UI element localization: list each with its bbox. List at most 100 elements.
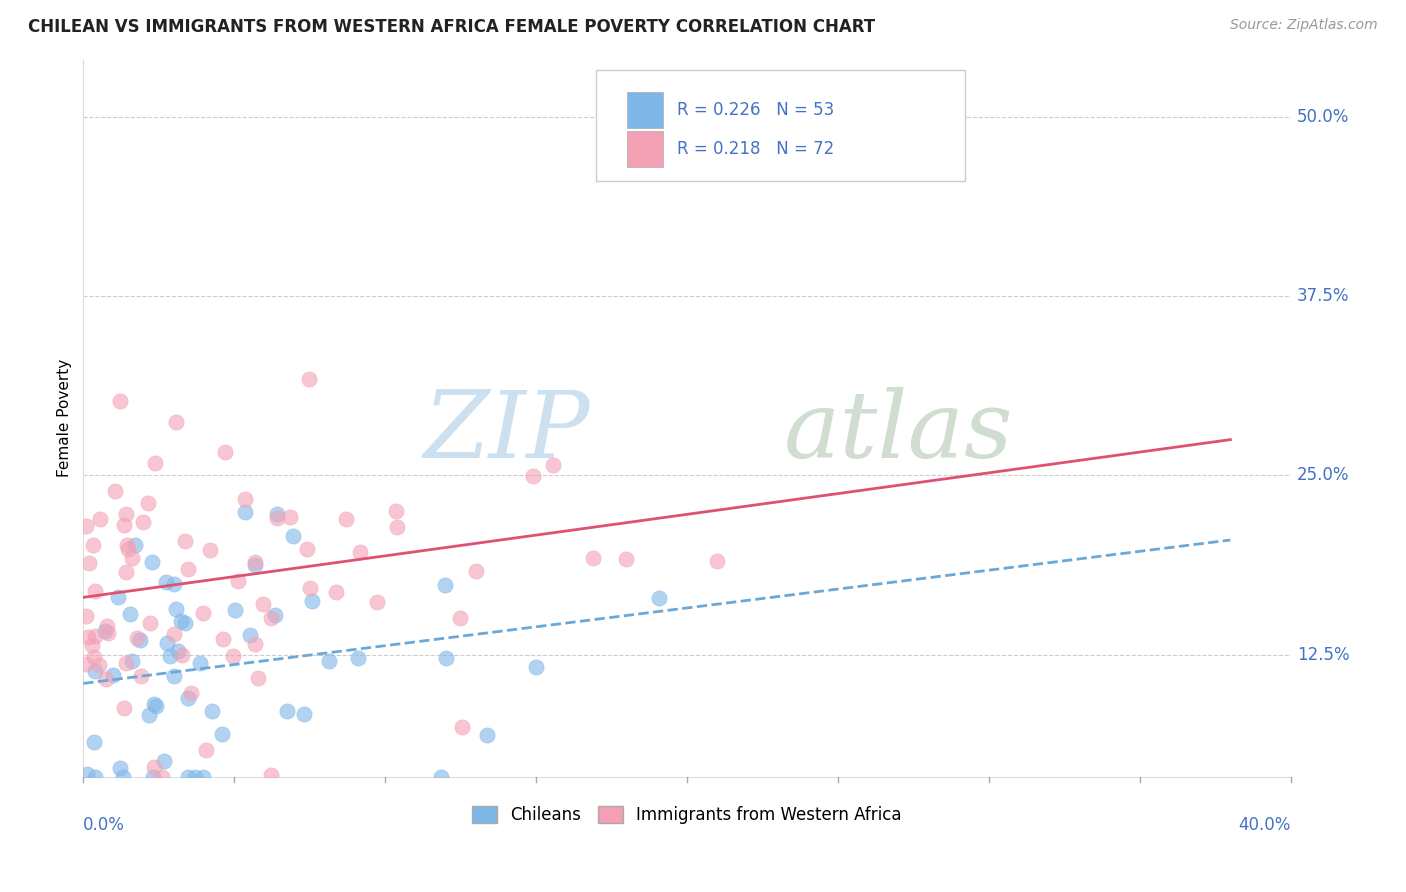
Point — [108, 761, 131, 775]
Point — [264, 607, 287, 622]
Point — [115, 565, 138, 579]
Point — [114, 657, 136, 671]
Point — [156, 636, 179, 650]
Point — [117, 541, 139, 556]
Text: 37.5%: 37.5% — [1296, 287, 1350, 305]
Text: 0.0%: 0.0% — [83, 816, 125, 834]
Point — [163, 627, 186, 641]
Point — [167, 644, 190, 658]
Point — [430, 770, 453, 784]
Point — [96, 619, 118, 633]
Point — [266, 507, 288, 521]
Point — [280, 509, 302, 524]
Point — [163, 668, 186, 682]
Point — [145, 698, 167, 713]
Point — [155, 574, 177, 589]
FancyBboxPatch shape — [627, 92, 662, 128]
Point — [260, 610, 283, 624]
Text: ZIP: ZIP — [423, 387, 591, 477]
Point — [141, 555, 163, 569]
Point — [195, 743, 218, 757]
Point — [83, 664, 105, 678]
Point — [112, 518, 135, 533]
Point — [131, 669, 153, 683]
Text: Source: ZipAtlas.com: Source: ZipAtlas.com — [1230, 18, 1378, 32]
Point — [384, 504, 406, 518]
Point — [281, 529, 304, 543]
Point — [266, 511, 288, 525]
Point — [124, 538, 146, 552]
Point — [152, 754, 174, 768]
Point — [193, 770, 215, 784]
Point — [245, 555, 267, 569]
Point — [226, 574, 249, 589]
Point — [200, 543, 222, 558]
Point — [87, 657, 110, 672]
Point — [243, 558, 266, 573]
Text: 12.5%: 12.5% — [1296, 646, 1350, 664]
FancyBboxPatch shape — [627, 131, 662, 167]
Text: atlas: atlas — [783, 387, 1014, 477]
Point — [385, 520, 408, 534]
Point — [193, 606, 215, 620]
Point — [177, 690, 200, 705]
Point — [543, 458, 565, 472]
Point — [347, 651, 370, 665]
Text: CHILEAN VS IMMIGRANTS FROM WESTERN AFRICA FEMALE POVERTY CORRELATION CHART: CHILEAN VS IMMIGRANTS FROM WESTERN AFRIC… — [28, 18, 876, 36]
Point — [139, 616, 162, 631]
Point — [301, 594, 323, 608]
Point — [174, 615, 197, 630]
Point — [214, 445, 236, 459]
Point — [83, 735, 105, 749]
Text: 50.0%: 50.0% — [1296, 108, 1350, 126]
Text: 25.0%: 25.0% — [1296, 467, 1350, 484]
Point — [176, 562, 198, 576]
Point — [318, 654, 340, 668]
Point — [159, 648, 181, 663]
Point — [163, 577, 186, 591]
Point — [84, 770, 107, 784]
Point — [75, 609, 97, 624]
Point — [434, 651, 457, 665]
Point — [82, 638, 104, 652]
Point — [125, 631, 148, 645]
Point — [165, 602, 187, 616]
Point — [434, 578, 457, 592]
Point — [450, 720, 472, 734]
Point — [150, 770, 173, 784]
Point — [465, 564, 488, 578]
Point — [366, 595, 388, 609]
Y-axis label: Female Poverty: Female Poverty — [58, 359, 72, 477]
Point — [260, 768, 283, 782]
Point — [200, 704, 222, 718]
FancyBboxPatch shape — [596, 70, 965, 181]
Point — [77, 631, 100, 645]
Point — [114, 507, 136, 521]
Point — [136, 495, 159, 509]
Point — [82, 538, 104, 552]
Point — [581, 551, 603, 566]
Point — [94, 672, 117, 686]
Point — [648, 591, 671, 606]
Point — [180, 686, 202, 700]
Point — [84, 629, 107, 643]
Point — [83, 583, 105, 598]
Point — [222, 649, 245, 664]
Point — [77, 556, 100, 570]
Point — [292, 706, 315, 721]
Point — [120, 607, 142, 621]
Point — [142, 697, 165, 711]
Point — [107, 590, 129, 604]
Point — [138, 708, 160, 723]
Point — [104, 484, 127, 499]
Point — [76, 767, 98, 781]
Point — [477, 728, 499, 742]
Point — [247, 671, 270, 685]
Point — [131, 515, 153, 529]
Point — [97, 625, 120, 640]
Point — [298, 371, 321, 385]
Point — [276, 704, 298, 718]
Point — [111, 770, 134, 784]
Point — [614, 551, 637, 566]
Point — [117, 538, 139, 552]
